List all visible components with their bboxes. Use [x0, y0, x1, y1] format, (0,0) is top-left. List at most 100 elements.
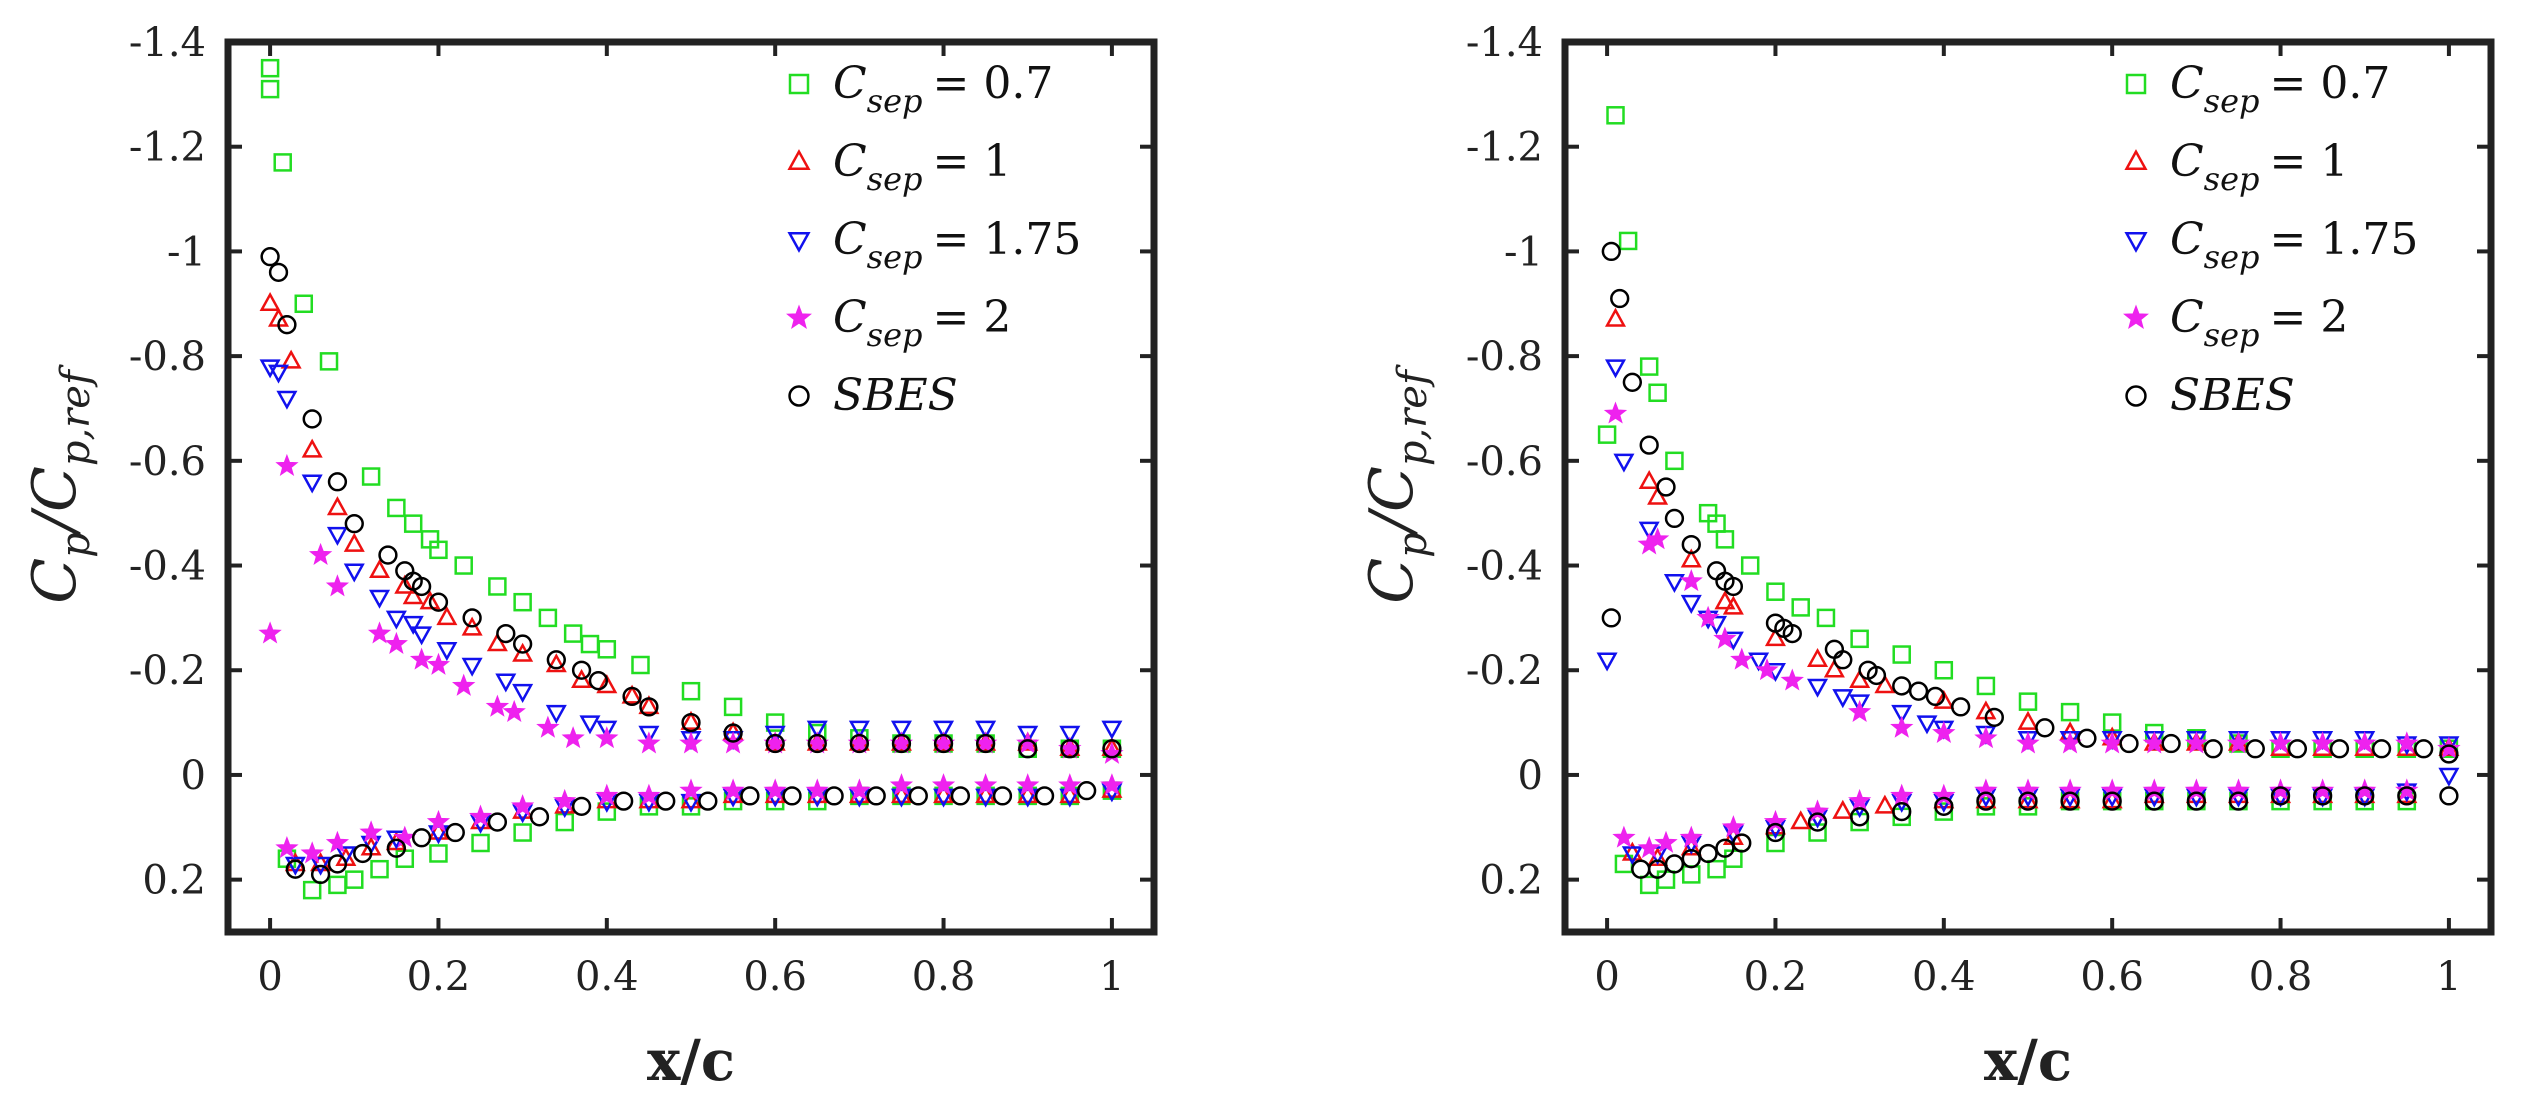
right-chart-panel: 0 0.2 0.4 0.6 0.8 1 -1.4 -1.2 -1 -0.8 -0.6 -0.4 -0.…	[1357, 20, 2495, 1094]
left-point-star	[847, 778, 871, 801]
right-point-triangle-up	[1849, 668, 1871, 688]
left-point-square	[345, 870, 364, 889]
right-point-circle	[1622, 372, 1642, 392]
left-point-star	[409, 647, 434, 670]
right-point-triangle-up	[1714, 590, 1736, 610]
right-point-circle	[2203, 739, 2223, 759]
right-point-triangle-up	[1722, 595, 1744, 615]
right-point-triangle-up	[1790, 810, 1812, 830]
right-point-triangle-down	[1748, 652, 1770, 672]
left-point-triangle-down	[975, 720, 997, 740]
left-point-triangle-up	[436, 606, 458, 626]
right-point-star	[1603, 401, 1628, 424]
right-x-tick-label: 0	[1594, 954, 1619, 1000]
right-point-star	[2142, 778, 2166, 801]
left-legend-subscript: sep	[867, 316, 923, 354]
right-plot-frame	[1561, 38, 2495, 936]
left-point-triangle-down	[638, 725, 660, 745]
left-point-star	[384, 631, 408, 654]
right-point-star	[2226, 778, 2251, 801]
left-point-square	[765, 713, 785, 732]
left-point-triangle-down	[933, 720, 955, 740]
right-point-star	[2395, 731, 2419, 754]
right-point-circle	[1723, 576, 1744, 597]
right-point-triangle-down	[1596, 652, 1618, 672]
left-point-circle	[866, 786, 886, 806]
left-legend-entry: Csep = 2	[786, 292, 1011, 354]
left-point-circle	[277, 315, 297, 335]
left-point-circle	[723, 723, 743, 743]
right-y-tick-label: 0	[1518, 753, 1543, 799]
left-point-star	[889, 773, 914, 796]
left-point-square	[260, 79, 280, 99]
right-x-tick-label: 0.8	[2249, 954, 2313, 1000]
right-point-star	[2100, 778, 2124, 801]
left-point-triangle-up	[486, 632, 508, 652]
right-point-triangle-down	[1663, 573, 1685, 594]
left-point-circle	[428, 592, 449, 612]
left-y-tick-label: -0.4	[129, 544, 206, 590]
left-point-triangle-up	[890, 784, 912, 804]
left-point-triangle-down	[310, 856, 332, 876]
left-legend-entry: SBES	[788, 370, 958, 421]
left-point-circle	[344, 513, 364, 534]
left-point-square	[513, 592, 532, 612]
left-point-star	[325, 574, 350, 597]
right-x-axis-label: x/c	[1984, 1028, 2072, 1094]
left-point-square	[328, 875, 347, 895]
right-point-triangle-up	[1823, 658, 1845, 678]
left-point-square	[403, 514, 423, 533]
right-point-triangle-up	[1638, 469, 1660, 490]
right-point-star	[1974, 726, 1998, 749]
left-y-tick-label: -0.6	[129, 439, 206, 485]
left-point-circle	[529, 807, 550, 827]
left-point-star	[679, 778, 703, 801]
left-point-circle	[807, 733, 827, 754]
right-point-star	[1637, 835, 1661, 859]
left-point-circle	[933, 733, 954, 754]
right-point-triangle-up	[1807, 647, 1829, 668]
right-point-square	[1976, 676, 1996, 696]
right-legend-label: SBES	[2170, 370, 2295, 421]
right-y-tick-label: -0.4	[1466, 544, 1543, 590]
right-point-star	[1848, 788, 1872, 812]
left-point-circle	[411, 576, 432, 597]
right-point-triangle-down	[1849, 694, 1871, 714]
left-point-square	[273, 153, 292, 172]
left-point-square	[387, 498, 406, 518]
right-legend-entry: Csep = 0.7	[2125, 58, 2390, 120]
left-series-4	[260, 246, 1122, 885]
right-point-triangle-up	[1874, 794, 1896, 814]
right-point-star	[1890, 783, 1914, 806]
left-point-star	[805, 778, 829, 801]
left-point-star	[637, 731, 661, 754]
left-legend-subscript: sep	[867, 160, 923, 198]
right-point-circle	[2312, 786, 2333, 806]
right-point-star	[1755, 657, 1779, 681]
left-point-triangle-down	[276, 390, 298, 410]
left-point-square	[361, 467, 381, 486]
left-point-circle	[698, 791, 718, 811]
right-series-1	[1604, 307, 2460, 866]
right-point-star	[1679, 825, 1703, 848]
left-point-star	[359, 820, 383, 843]
left-legend-label: Csep = 0.7	[833, 58, 1053, 120]
right-y-tick-label: -0.2	[1466, 648, 1543, 694]
right-point-triangle-down	[1807, 678, 1829, 698]
left-point-circle	[310, 864, 331, 885]
left-point-star	[426, 652, 451, 675]
left-point-triangle-up	[343, 532, 365, 552]
right-legend-value: = 1.75	[2270, 214, 2419, 265]
left-point-circle	[849, 733, 870, 754]
right-legend-entry: Csep = 1.75	[2124, 214, 2419, 276]
right-point-circle	[1934, 796, 1954, 817]
left-point-triangle-down	[764, 725, 786, 745]
right-point-triangle-up	[1874, 674, 1896, 694]
left-point-square	[294, 294, 314, 314]
left-legend-value: = 0.7	[933, 58, 1054, 109]
left-point-triangle-down	[284, 856, 306, 876]
right-x-tick-label: 1	[2436, 954, 2461, 1000]
right-x-tick-label: 0.2	[1744, 954, 1808, 1000]
right-point-triangle-up	[1647, 485, 1669, 505]
right-legend-marker	[2125, 73, 2147, 95]
